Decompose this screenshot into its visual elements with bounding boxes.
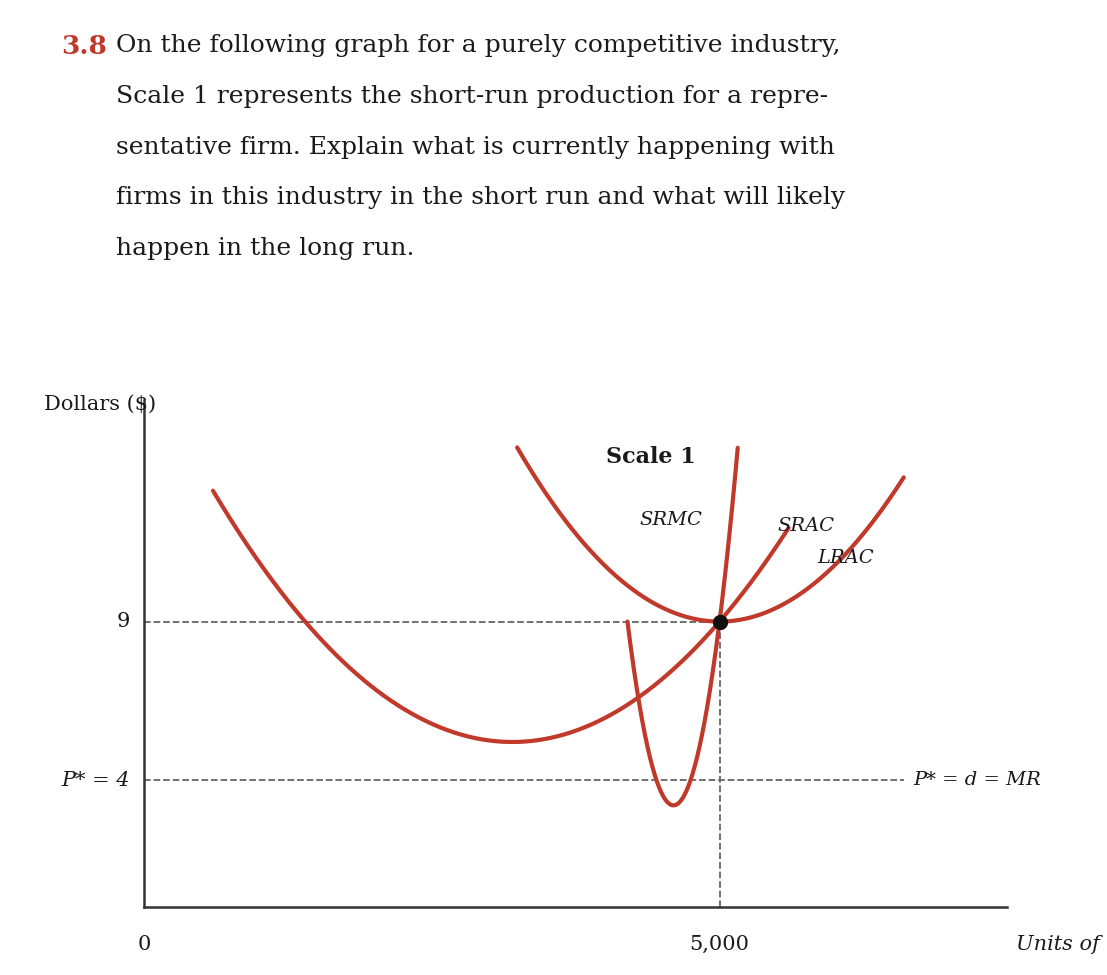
Text: sentative firm. Explain what is currently happening with: sentative firm. Explain what is currentl… — [116, 136, 835, 159]
Text: happen in the long run.: happen in the long run. — [116, 237, 415, 260]
Text: P* = d = MR: P* = d = MR — [913, 771, 1041, 789]
Text: 5,000: 5,000 — [690, 935, 749, 955]
Text: LRAC: LRAC — [817, 549, 875, 567]
Text: Scale 1 represents the short-run production for a repre-: Scale 1 represents the short-run product… — [116, 85, 828, 108]
Text: SRAC: SRAC — [777, 518, 834, 535]
Text: Units of output, Q: Units of output, Q — [1016, 935, 1107, 955]
Text: P* = 4: P* = 4 — [62, 770, 131, 790]
Text: Scale 1: Scale 1 — [606, 446, 695, 468]
Text: 9: 9 — [116, 612, 131, 631]
Text: 0: 0 — [137, 935, 151, 955]
Text: 3.8: 3.8 — [61, 34, 106, 59]
Text: SRMC: SRMC — [639, 511, 702, 529]
Text: Dollars ($): Dollars ($) — [44, 395, 156, 413]
Text: firms in this industry in the short run and what will likely: firms in this industry in the short run … — [116, 186, 846, 210]
Text: On the following graph for a purely competitive industry,: On the following graph for a purely comp… — [116, 34, 840, 58]
